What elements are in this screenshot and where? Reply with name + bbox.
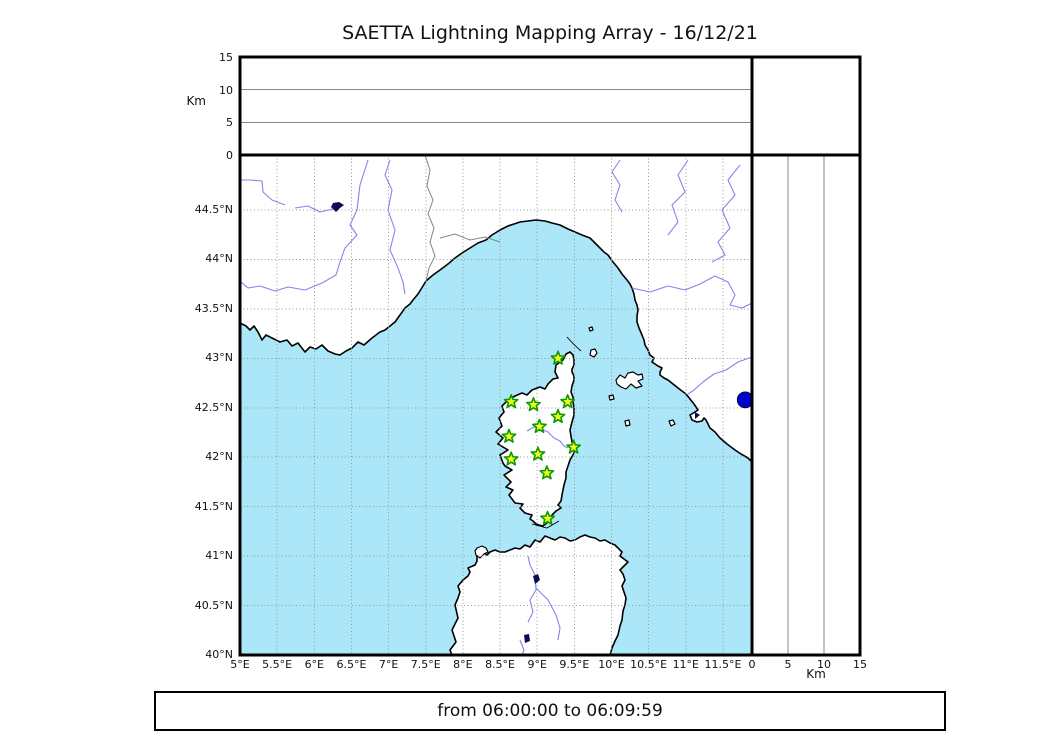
- alt-lat-gridlines: [787, 155, 825, 655]
- france-italy-border: [424, 155, 436, 282]
- coast-line-capcorse: [566, 336, 582, 352]
- station-star-marker: [550, 350, 566, 365]
- corner-panel: [752, 57, 860, 155]
- gorgona-island: [588, 326, 594, 332]
- longitude-tick-label: 8.5°E: [485, 658, 516, 671]
- altitude-tick-label: 5: [226, 116, 233, 130]
- montecristo-island: [624, 419, 631, 427]
- station-star-marker: [526, 396, 541, 412]
- altitude-axis-label-left: Km: [186, 94, 206, 108]
- river: [294, 205, 334, 213]
- lakes: [331, 202, 700, 643]
- station-layer: [501, 350, 582, 525]
- page-title: SAETTA Lightning Mapping Array - 16/12/2…: [342, 22, 758, 44]
- river: [611, 159, 623, 213]
- river: [535, 587, 561, 641]
- ombrone-river: [687, 356, 752, 395]
- latitude-tick-label: 41.5°N: [194, 499, 233, 513]
- altitude-tick-label: 15: [853, 658, 867, 671]
- minor-coast-lines: [531, 336, 582, 529]
- lake-omodeo: [524, 634, 530, 643]
- map-gridlines: [240, 155, 752, 655]
- river: [519, 639, 525, 655]
- station-star-marker: [503, 451, 519, 466]
- station-star-marker: [560, 394, 576, 409]
- latitude-tick-label: 41°N: [205, 549, 233, 563]
- river: [711, 164, 741, 263]
- river: [384, 159, 406, 295]
- longitude-tick-label: 6.5°E: [336, 658, 367, 671]
- sardinia-coastline: [449, 534, 629, 655]
- rivers: [240, 159, 752, 655]
- station-star-marker: [531, 418, 547, 434]
- longitude-tick-label: 8°E: [453, 658, 473, 671]
- longitude-tick-label: 5°E: [230, 658, 250, 671]
- longitude-tick-label: 6°E: [304, 658, 325, 671]
- latitude-tick-label: 43.5°N: [194, 301, 233, 315]
- corsica-coastline: [495, 351, 577, 527]
- station-star-marker: [566, 439, 582, 454]
- lightning-event-dot: [736, 391, 752, 409]
- altitude-tick-label: 10: [817, 658, 831, 671]
- river: [667, 159, 689, 236]
- alt-lat-panel-border: [750, 153, 862, 657]
- border-branch: [439, 233, 501, 243]
- longitude-tick-label: 5.5°E: [262, 658, 293, 671]
- station-star-marker: [530, 446, 546, 461]
- latitude-tick-label: 44.5°N: [194, 202, 233, 216]
- alt-lon-panel: [240, 57, 752, 155]
- longitude-tick-label: 11.5°E: [704, 658, 742, 671]
- longitude-tick-label: 9°E: [527, 658, 547, 671]
- altitude-tick-label: 10: [219, 83, 233, 97]
- longitude-tick-label: 9.5°E: [559, 658, 590, 671]
- time-range-text: from 06:00:00 to 06:09:59: [437, 701, 663, 721]
- elba-island: [615, 371, 644, 390]
- time-range-box: from 06:00:00 to 06:09:59: [154, 691, 946, 731]
- longitude-tick-label: 7°E: [378, 658, 399, 671]
- latitude-tick-label: 42°N: [205, 450, 233, 464]
- altitude-axis-label-right: Km: [806, 667, 826, 681]
- alt-lon-gridlines: [240, 89, 752, 123]
- latitude-tick-label: 40°N: [205, 648, 233, 661]
- river: [240, 159, 369, 292]
- station-star-marker: [539, 465, 555, 480]
- map-panel: [240, 155, 752, 655]
- asinara-island: [474, 545, 489, 559]
- lake-coghinas: [533, 574, 540, 584]
- coast-line-bonifacio: [531, 520, 560, 529]
- arno-river: [631, 275, 752, 309]
- latitude-tick-label: 44°N: [205, 252, 233, 266]
- altitude-tick-label: 5: [784, 658, 792, 671]
- altitude-tick-label: 0: [748, 658, 756, 671]
- longitude-tick-label: 10.5°E: [630, 658, 668, 671]
- orbetello-lagoon: [695, 412, 700, 419]
- station-star-marker: [540, 510, 556, 525]
- station-star-marker: [501, 428, 517, 443]
- longitude-tick-label: 7.5°E: [410, 658, 441, 671]
- station-star-marker: [550, 408, 566, 424]
- capraia-island: [589, 348, 598, 358]
- giglio-island: [668, 419, 676, 427]
- event-layer: [736, 391, 752, 409]
- alt-lat-panel: [752, 155, 860, 655]
- river: [240, 179, 286, 206]
- altitude-tick-label: 15: [219, 51, 233, 64]
- country-borders: [424, 155, 501, 282]
- mainland-coastline: [240, 155, 752, 463]
- station-star-marker: [503, 394, 519, 409]
- altitude-tick-label: 0: [226, 149, 233, 162]
- longitude-tick-label: 11°E: [672, 658, 700, 671]
- latitude-tick-label: 40.5°N: [194, 598, 233, 612]
- panel-borders: [238, 55, 862, 657]
- river: [527, 555, 537, 623]
- latitude-tick-label: 43°N: [205, 351, 233, 365]
- lake-serre-poncon: [331, 202, 344, 212]
- latitude-tick-label: 42.5°N: [194, 400, 233, 414]
- longitude-tick-label: 10°E: [598, 658, 625, 671]
- islands: [474, 326, 676, 559]
